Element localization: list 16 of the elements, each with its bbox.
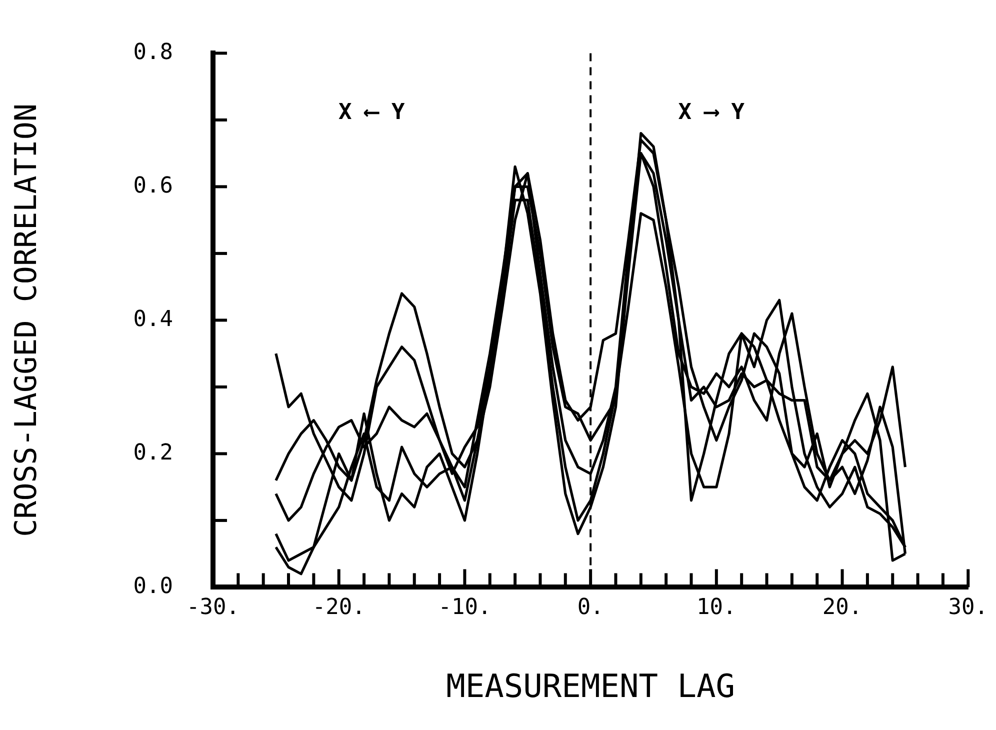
y-tick-label: 0.4 <box>133 306 173 332</box>
x-tick-label: 20. <box>822 595 862 620</box>
y-tick-label: 0.0 <box>133 574 173 599</box>
annotation: X ⟶ Y <box>678 100 746 125</box>
x-tick-label: -30. <box>186 595 240 620</box>
y-tick-label: 0.2 <box>133 440 173 466</box>
x-tick-label: -10. <box>438 595 492 620</box>
annotation: X ⟵ Y <box>338 100 406 125</box>
y-tick-label: 0.8 <box>133 40 173 65</box>
x-tick-label: 30. <box>948 595 988 620</box>
y-tick-label: 0.6 <box>133 173 173 198</box>
x-axis-title: MEASUREMENT LAG <box>446 667 736 706</box>
x-tick-label: 10. <box>696 595 736 620</box>
x-tick-label: -20. <box>312 595 366 620</box>
x-tick-label: 0. <box>577 595 604 620</box>
y-axis-title: CROSS-LAGGED CORRELATION <box>8 103 44 537</box>
